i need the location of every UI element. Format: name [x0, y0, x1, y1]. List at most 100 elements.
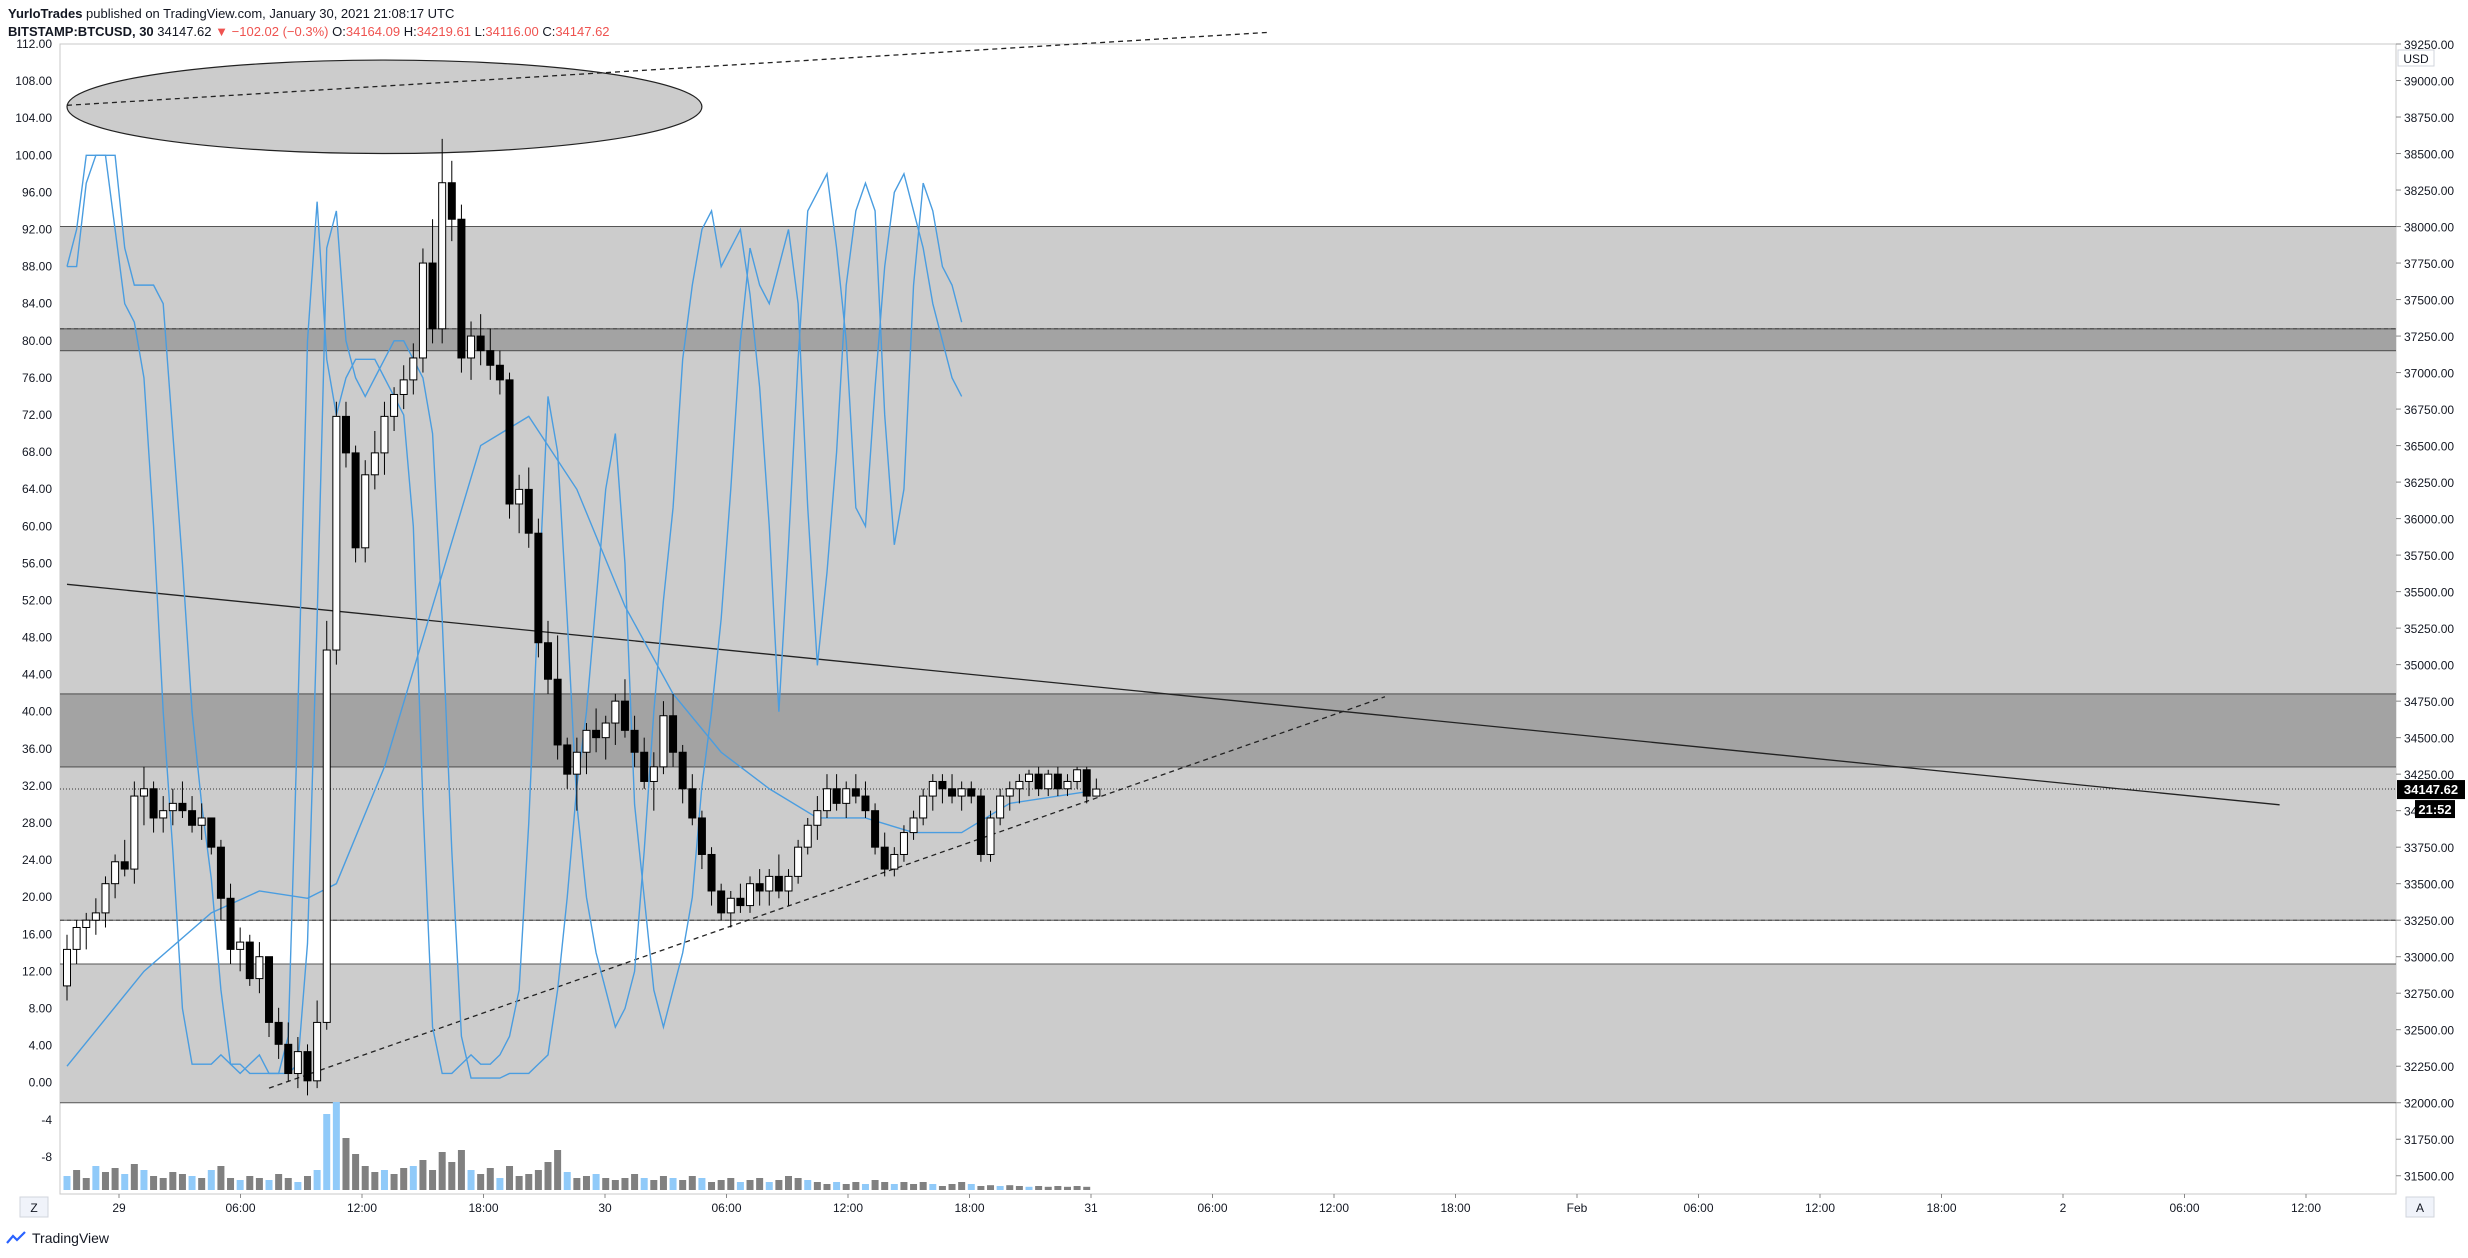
right-tick-label: 33000.00 — [2404, 951, 2454, 965]
volume-bar-61 — [650, 1180, 658, 1190]
volume-bar-80 — [833, 1182, 841, 1190]
candle-body-24 — [293, 1051, 302, 1075]
high-value: 34219.61 — [416, 24, 471, 39]
candle-body-38 — [428, 262, 437, 330]
candle-body-84 — [871, 810, 880, 848]
left-tick-label: -8 — [41, 1150, 52, 1164]
volume-bar-17 — [227, 1178, 235, 1190]
highlight-ellipse — [66, 59, 703, 155]
close-label: C: — [542, 24, 556, 39]
zone-2 — [60, 693, 2396, 767]
candle-body-13 — [188, 810, 197, 826]
volume-bar-73 — [765, 1182, 773, 1190]
candle-body-11 — [168, 802, 177, 812]
volume-bar-99 — [1015, 1186, 1023, 1190]
right-tick-label: 36000.00 — [2404, 513, 2454, 527]
oscillator-line-1 — [67, 154, 963, 1079]
volume-bar-23 — [284, 1178, 292, 1190]
volume-bar-56 — [602, 1178, 610, 1190]
candle-body-89 — [919, 795, 928, 819]
volume-bar-24 — [294, 1182, 302, 1190]
time-tick-label: 18:00 — [468, 1201, 498, 1215]
volume-bar-92 — [948, 1184, 956, 1190]
volume-bar-25 — [304, 1176, 311, 1190]
candle-body-39 — [438, 182, 447, 330]
volume-bar-94 — [967, 1184, 975, 1190]
volume-bar-8 — [140, 1170, 148, 1190]
volume-bar-7 — [130, 1164, 138, 1190]
currency-box[interactable] — [2397, 49, 2435, 67]
candle-body-20 — [255, 956, 264, 980]
left-tick-label: 112.00 — [16, 37, 52, 51]
volume-bar-47 — [515, 1176, 523, 1190]
volume-bar-10 — [159, 1178, 167, 1190]
volume-bar-31 — [361, 1166, 369, 1190]
right-tick-label: 35250.00 — [2404, 622, 2454, 636]
volume-bar-4 — [101, 1172, 109, 1190]
volume-bar-75 — [785, 1176, 792, 1190]
candle-body-85 — [880, 846, 889, 870]
auto-scale-button[interactable] — [2405, 1196, 2435, 1218]
left-tick-label: 108.00 — [15, 74, 52, 88]
volume-bar-102 — [1044, 1186, 1052, 1190]
candle-body-51 — [553, 678, 562, 746]
trendline-1 — [268, 696, 1386, 1089]
candle-body-64 — [678, 751, 687, 790]
candle-body-80 — [832, 788, 841, 804]
candle-body-90 — [928, 780, 937, 797]
candle-body-33 — [380, 415, 389, 454]
candle-body-81 — [842, 788, 851, 804]
volume-bar-104 — [1063, 1186, 1071, 1190]
candle-body-65 — [688, 788, 697, 819]
left-tick-label: 40.00 — [22, 705, 52, 719]
right-axis[interactable]: 31500.00 31750.00 32000.00 32250.00 32500.00… — [2396, 38, 2454, 1184]
volume-bar-83 — [861, 1184, 869, 1190]
timezone-button-label: Z — [30, 1201, 37, 1215]
candle-body-69 — [726, 897, 735, 914]
ellipse-layer — [66, 59, 703, 155]
right-tick-label: 36750.00 — [2404, 403, 2454, 417]
volume-bar-87 — [900, 1182, 908, 1190]
volume-bar-50 — [544, 1162, 552, 1190]
author-name[interactable]: YurloTrades — [8, 6, 83, 21]
time-tick-label: 30 — [598, 1201, 612, 1215]
volume-bar-71 — [746, 1180, 754, 1190]
candle-body-79 — [822, 788, 831, 812]
symbol-label[interactable]: BITSTAMP:BTCUSD, 30 — [8, 24, 154, 39]
time-tick-label: 2 — [2060, 1201, 2067, 1215]
oscillator-line-2 — [66, 154, 963, 1075]
right-tick-label: 38750.00 — [2404, 111, 2454, 125]
right-tick-label: 37000.00 — [2404, 367, 2454, 381]
down-arrow-icon: ▼ — [215, 24, 229, 39]
volume-bar-63 — [669, 1178, 677, 1190]
time-tick-label: 06:00 — [1197, 1201, 1227, 1215]
time-axis[interactable]: 29 06:00 12:00 18:00 30 06:00 12:00 18:00 31 06:0… — [60, 1193, 2396, 1215]
volume-bar-76 — [794, 1178, 802, 1190]
candle-body-76 — [794, 846, 803, 877]
candle-body-102 — [1044, 773, 1053, 790]
candle-body-58 — [620, 700, 629, 731]
candle-body-30 — [351, 452, 360, 549]
candle-body-57 — [611, 700, 620, 724]
volume-bar-81 — [842, 1184, 850, 1190]
volume-bar-12 — [178, 1174, 186, 1190]
volume-bar-45 — [496, 1178, 504, 1190]
candle-body-87 — [899, 832, 908, 855]
timezone-button[interactable] — [19, 1196, 49, 1218]
left-tick-label: 32.00 — [22, 779, 52, 793]
right-tick-label: 37250.00 — [2404, 330, 2454, 344]
candle-body-106 — [1082, 769, 1091, 797]
time-tick-label: 18:00 — [1926, 1201, 1956, 1215]
right-tick-label: 34750.00 — [2404, 695, 2454, 709]
trendline-0 — [66, 583, 2280, 806]
currency-label: USD — [2403, 52, 2429, 66]
candle-body-3 — [91, 912, 100, 921]
candle-body-4 — [101, 883, 110, 914]
time-tick-label: 06:00 — [225, 1201, 255, 1215]
left-tick-label: 16.00 — [22, 927, 52, 941]
tradingview-logo[interactable]: TradingView — [6, 1230, 109, 1246]
trendline-2 — [66, 31, 1270, 106]
volume-bar-6 — [121, 1174, 129, 1190]
volume-bar-79 — [823, 1184, 831, 1190]
